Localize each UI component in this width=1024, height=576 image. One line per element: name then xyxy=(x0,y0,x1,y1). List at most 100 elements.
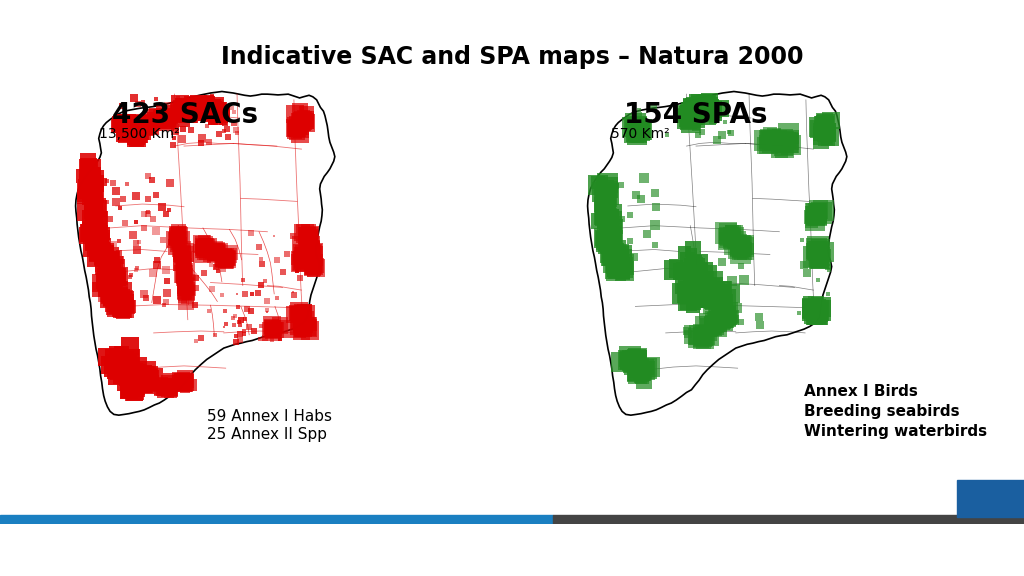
Point xyxy=(86,207,102,217)
Point xyxy=(142,378,159,388)
Point xyxy=(813,137,829,146)
Point xyxy=(175,124,191,134)
Point xyxy=(93,248,110,257)
Point xyxy=(113,300,129,309)
Point xyxy=(597,192,613,201)
Point xyxy=(808,208,824,217)
Point xyxy=(123,119,139,128)
Point xyxy=(608,266,625,275)
Point xyxy=(194,240,210,249)
Point xyxy=(608,263,625,272)
Point xyxy=(295,255,311,264)
Point xyxy=(591,217,607,226)
Point xyxy=(647,188,664,198)
Point xyxy=(266,325,283,335)
Point xyxy=(110,124,126,134)
Point xyxy=(716,310,732,319)
Point xyxy=(137,120,154,129)
Point xyxy=(780,137,797,146)
Point xyxy=(214,251,230,260)
Point xyxy=(305,260,322,270)
Point xyxy=(290,122,306,131)
Point xyxy=(628,362,644,372)
Point xyxy=(813,255,829,264)
Point xyxy=(299,323,315,332)
Point xyxy=(84,164,100,173)
Point xyxy=(713,314,729,323)
Point xyxy=(171,231,187,240)
Point xyxy=(628,127,644,137)
Point xyxy=(102,262,119,271)
Point xyxy=(116,354,132,363)
Point xyxy=(693,332,710,341)
Point xyxy=(119,366,135,375)
Point xyxy=(83,215,99,224)
Point xyxy=(87,226,103,236)
Point xyxy=(203,100,219,109)
Point xyxy=(642,363,658,372)
Point xyxy=(220,253,237,263)
Point xyxy=(115,307,131,316)
Point xyxy=(630,130,646,139)
Point xyxy=(231,335,248,344)
Point xyxy=(172,100,188,109)
Point xyxy=(600,237,616,246)
Point xyxy=(700,285,717,294)
Point xyxy=(116,361,132,370)
Point xyxy=(733,235,750,244)
Point xyxy=(298,244,314,253)
Point xyxy=(80,178,96,187)
Point xyxy=(818,134,835,143)
Point xyxy=(208,251,224,260)
Point xyxy=(296,307,312,316)
Point xyxy=(303,262,319,271)
Point xyxy=(295,323,311,332)
Point xyxy=(117,122,133,131)
Point xyxy=(611,263,628,272)
Point xyxy=(100,258,117,267)
Point xyxy=(97,271,114,281)
Point xyxy=(604,217,621,226)
Point xyxy=(112,203,128,212)
Point xyxy=(697,109,714,119)
Point xyxy=(736,275,753,285)
Point xyxy=(215,322,231,331)
Point xyxy=(114,124,130,133)
Point xyxy=(179,109,196,118)
Point xyxy=(196,243,212,252)
Point xyxy=(153,115,169,124)
Point xyxy=(215,253,231,263)
Point xyxy=(212,108,228,117)
Point xyxy=(225,108,242,117)
Point xyxy=(162,384,178,393)
Point xyxy=(301,247,317,256)
Point xyxy=(161,206,177,215)
Point xyxy=(87,179,103,188)
Point xyxy=(170,233,186,242)
Text: 423 SACs: 423 SACs xyxy=(112,101,258,129)
Point xyxy=(89,241,105,251)
Point xyxy=(91,245,108,255)
Point xyxy=(170,236,186,245)
Point xyxy=(595,211,611,220)
Point xyxy=(85,191,101,200)
Point xyxy=(699,103,716,112)
Point xyxy=(124,126,140,135)
Point xyxy=(102,281,119,290)
Point xyxy=(83,170,99,180)
Point xyxy=(138,120,155,129)
Point xyxy=(637,365,653,374)
Point xyxy=(195,104,211,113)
Point xyxy=(103,268,120,277)
Point xyxy=(263,322,280,331)
Point xyxy=(605,247,622,256)
Point xyxy=(116,304,132,313)
Point xyxy=(111,358,127,367)
Point xyxy=(113,294,129,303)
Point xyxy=(305,263,322,272)
Point xyxy=(682,295,698,305)
Point xyxy=(150,383,166,392)
Point xyxy=(764,137,780,146)
Point xyxy=(117,218,133,228)
Point xyxy=(133,372,150,381)
